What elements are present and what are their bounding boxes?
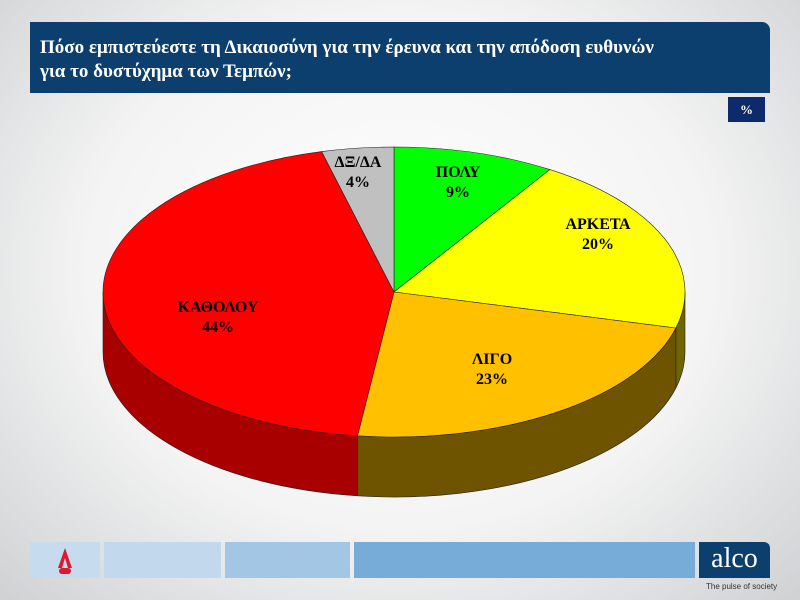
category-label: ΔΞ/ΔΑ <box>334 154 382 171</box>
pie-slice-ΠΟΛΥ <box>393 146 551 293</box>
data-label-1: ΑΡΚΕΤΑ 20% <box>565 215 630 255</box>
value-label: 44% <box>201 319 234 336</box>
title-line-2: για το δυστύχημα των Τεμπών; <box>40 61 293 82</box>
footer-bar-1 <box>104 542 221 578</box>
data-label-0: ΠΟΛΥ 9% <box>436 163 481 203</box>
value-label: 23% <box>475 371 508 388</box>
category-label: ΛΙΓΟ <box>471 351 513 368</box>
pie-slice-ΚΑΘΟΛΟΥ <box>102 151 395 437</box>
value-label: 20% <box>582 236 614 253</box>
question-title: Πόσο εμπιστεύεστε τη Δικαιοσύνη για την … <box>30 22 770 93</box>
data-label-4: ΔΞ/ΔΑ 4% <box>335 153 382 193</box>
alco-logo: alco <box>699 542 770 578</box>
footer-bar-3 <box>354 542 695 578</box>
category-label: ΚΑΘΟΛΟΥ <box>177 299 259 316</box>
pie-slice-ΛΙΓΟ <box>357 291 677 438</box>
alco-tagline: The pulse of society <box>706 582 778 591</box>
footer-bar-2 <box>225 542 350 578</box>
alpha-news-logo <box>30 542 100 578</box>
alpha-logo-icon <box>58 548 72 574</box>
data-label-2: ΛΙΓΟ 23% <box>472 350 512 390</box>
value-label: 4% <box>346 174 370 191</box>
category-label: ΠΟΛΥ <box>435 164 481 181</box>
category-label: ΑΡΚΕΤΑ <box>565 216 631 233</box>
value-label: 9% <box>445 184 470 201</box>
title-line-1: Πόσο εμπιστεύεστε τη Δικαιοσύνη για την … <box>40 37 654 58</box>
pie-slice-ΑΡΚΕΤΑ <box>393 169 686 329</box>
data-label-3: ΚΑΘΟΛΟΥ 44% <box>178 298 259 338</box>
unit-badge: % <box>728 97 765 122</box>
pie-slice-ΔΞ/ΔΑ <box>321 146 395 293</box>
